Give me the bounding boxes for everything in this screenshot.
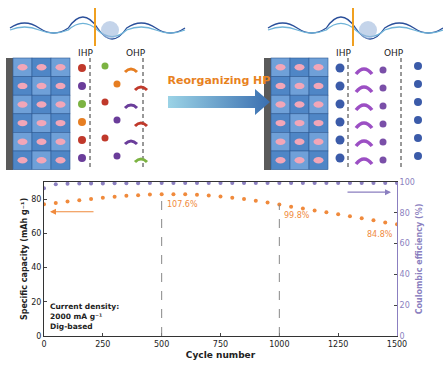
svg-text:20: 20 bbox=[31, 298, 41, 307]
svg-text:250: 250 bbox=[95, 340, 110, 349]
svg-text:IHP: IHP bbox=[78, 48, 93, 58]
svg-text:0: 0 bbox=[400, 332, 405, 341]
svg-text:84.8%: 84.8% bbox=[367, 230, 393, 239]
svg-text:1500: 1500 bbox=[387, 340, 407, 349]
svg-text:107.6%: 107.6% bbox=[167, 200, 198, 209]
svg-text:99.8%: 99.8% bbox=[284, 211, 310, 220]
svg-text:OHP: OHP bbox=[384, 48, 404, 58]
svg-text:IHP: IHP bbox=[336, 48, 351, 58]
svg-text:80: 80 bbox=[400, 209, 410, 218]
svg-text:Reorganizing HP: Reorganizing HP bbox=[168, 74, 271, 87]
svg-text:0: 0 bbox=[36, 332, 41, 341]
svg-text:1250: 1250 bbox=[328, 340, 348, 349]
svg-text:Cycle number: Cycle number bbox=[186, 350, 256, 360]
svg-text:Coulombic efficiency (%): Coulombic efficiency (%) bbox=[415, 204, 424, 315]
svg-text:20: 20 bbox=[400, 301, 410, 310]
svg-text:OHP: OHP bbox=[126, 48, 146, 58]
svg-text:80: 80 bbox=[31, 195, 41, 204]
svg-text:Current density:2000 mA g⁻¹Dig: Current density:2000 mA g⁻¹Dig-based bbox=[50, 302, 119, 331]
svg-text:0: 0 bbox=[41, 340, 46, 349]
svg-text:60: 60 bbox=[31, 229, 41, 238]
svg-text:100: 100 bbox=[400, 178, 415, 187]
svg-text:750: 750 bbox=[213, 340, 228, 349]
svg-text:500: 500 bbox=[154, 340, 169, 349]
svg-text:40: 40 bbox=[400, 270, 410, 279]
svg-text:Specific capacity (mAh g⁻¹): Specific capacity (mAh g⁻¹) bbox=[20, 198, 29, 320]
svg-text:60: 60 bbox=[400, 239, 410, 248]
svg-text:40: 40 bbox=[31, 263, 41, 272]
svg-text:1000: 1000 bbox=[269, 340, 289, 349]
